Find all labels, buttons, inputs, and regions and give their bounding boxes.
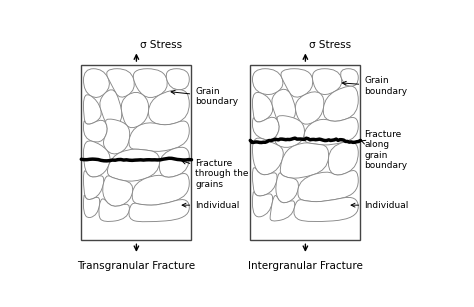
Bar <box>250 65 360 240</box>
PathPatch shape <box>103 119 130 154</box>
Bar <box>82 65 191 240</box>
Text: Fracture
along
grain
boundary: Fracture along grain boundary <box>361 130 407 170</box>
PathPatch shape <box>100 90 122 127</box>
PathPatch shape <box>129 121 189 151</box>
PathPatch shape <box>83 171 104 200</box>
PathPatch shape <box>304 117 358 145</box>
PathPatch shape <box>253 138 283 175</box>
PathPatch shape <box>341 69 358 86</box>
Text: Individual: Individual <box>351 201 409 210</box>
PathPatch shape <box>272 89 296 125</box>
PathPatch shape <box>298 170 358 202</box>
PathPatch shape <box>253 92 273 122</box>
Text: Transgranular Fracture: Transgranular Fracture <box>77 261 195 271</box>
PathPatch shape <box>132 173 189 205</box>
Text: Intergranular Fracture: Intergranular Fracture <box>248 261 363 271</box>
Text: Grain
boundary: Grain boundary <box>171 87 238 107</box>
PathPatch shape <box>312 69 342 95</box>
PathPatch shape <box>295 92 324 124</box>
PathPatch shape <box>253 168 277 196</box>
PathPatch shape <box>83 69 109 98</box>
PathPatch shape <box>166 69 189 90</box>
PathPatch shape <box>121 92 149 128</box>
PathPatch shape <box>99 199 129 221</box>
PathPatch shape <box>253 117 279 140</box>
PathPatch shape <box>107 69 134 97</box>
PathPatch shape <box>270 196 295 221</box>
PathPatch shape <box>276 173 299 203</box>
PathPatch shape <box>108 149 160 181</box>
PathPatch shape <box>294 197 358 222</box>
PathPatch shape <box>281 69 313 97</box>
PathPatch shape <box>253 69 283 95</box>
PathPatch shape <box>159 147 189 177</box>
PathPatch shape <box>83 120 107 142</box>
PathPatch shape <box>83 195 100 218</box>
PathPatch shape <box>253 192 273 217</box>
PathPatch shape <box>280 143 328 178</box>
Text: Individual: Individual <box>182 201 239 210</box>
PathPatch shape <box>133 69 167 98</box>
Text: Grain
boundary: Grain boundary <box>342 76 407 96</box>
Text: σ Stress: σ Stress <box>140 40 182 50</box>
PathPatch shape <box>323 86 358 121</box>
PathPatch shape <box>148 90 189 125</box>
PathPatch shape <box>328 142 358 175</box>
PathPatch shape <box>275 116 304 147</box>
PathPatch shape <box>103 176 133 206</box>
PathPatch shape <box>83 141 110 177</box>
PathPatch shape <box>83 95 101 124</box>
Text: σ Stress: σ Stress <box>309 40 351 50</box>
PathPatch shape <box>129 200 189 222</box>
Text: Fracture
through the
grains: Fracture through the grains <box>182 159 249 189</box>
